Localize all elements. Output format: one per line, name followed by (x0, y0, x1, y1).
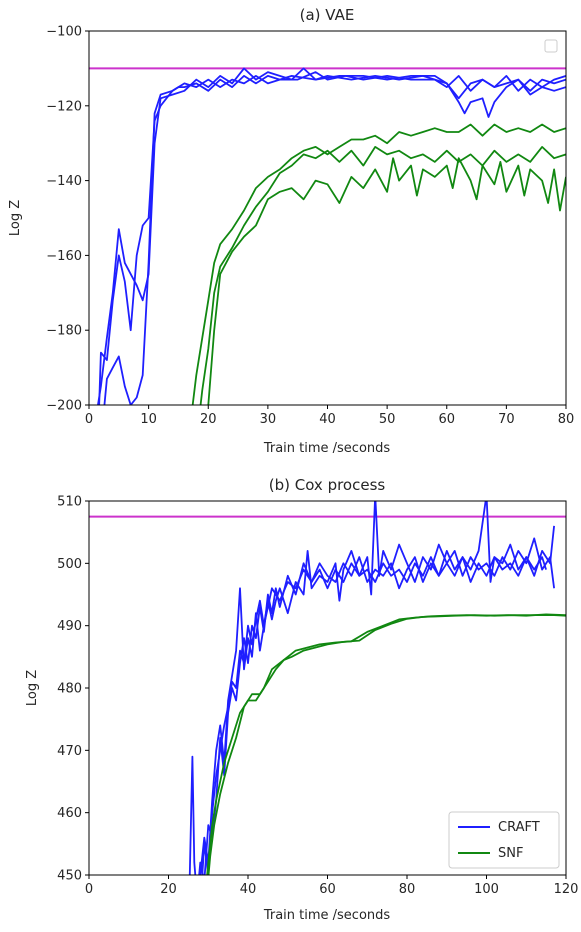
panel-b-ticks: 0 20 40 60 80 100 120 450 460 470 480 490 500 510 (57, 495, 578, 898)
panel-a-xtick-label: 50 (379, 412, 396, 427)
panel-a-ytick-label: −100 (46, 25, 82, 40)
panel-a-series-blue-2 (103, 75, 566, 405)
panel-b-ytick-label: 500 (57, 557, 82, 572)
panel-b-xtick-label: 0 (85, 882, 93, 897)
panel-a-ytick-label: −180 (46, 324, 82, 339)
panel-a-ytick-label: −200 (46, 399, 82, 414)
panel-a-series-green-3 (191, 123, 566, 405)
panel-a-series-green-5 (207, 157, 566, 405)
panel-a-plot-area (89, 67, 566, 405)
panel-b-ytick-label: 480 (57, 682, 82, 697)
panel-a-series-green-4 (199, 145, 566, 405)
panel-b-series-blue-1 (198, 537, 555, 875)
panel-a-ytick-label: −140 (46, 174, 82, 189)
panel-b-plot-area (89, 501, 566, 875)
panel-a-xtick-label: 20 (200, 412, 217, 427)
panel-b-xtick-label: 20 (160, 882, 177, 897)
panel-b-ytick-label: 460 (57, 806, 82, 821)
panel-a-xtick-label: 80 (558, 412, 575, 427)
legend-label-craft: CRAFT (498, 820, 540, 835)
panel-b-xtick-label: 100 (474, 882, 499, 897)
panel-a-title: (a) VAE (300, 6, 355, 24)
panel-a-ytick-label: −120 (46, 99, 82, 114)
panel-b: (b) Cox process 0 20 40 60 80 100 120 450 460 470… (25, 476, 578, 923)
panel-b-xtick-label: 80 (399, 882, 416, 897)
panel-a-series-blue-1 (97, 67, 566, 405)
panel-a-ylabel: Log Z (8, 200, 23, 236)
panel-b-xtick-label: 120 (554, 882, 579, 897)
panel-b-title: (b) Cox process (269, 476, 386, 494)
panel-a-xtick-label: 10 (140, 412, 157, 427)
panel-b-xtick-label: 60 (319, 882, 336, 897)
panel-b-xtick-label: 40 (240, 882, 257, 897)
panel-b-series-green-4 (207, 614, 566, 875)
panel-a-xtick-label: 40 (319, 412, 336, 427)
panel-b-xlabel: Train time /seconds (263, 908, 391, 923)
panel-a-xtick-label: 60 (438, 412, 455, 427)
panel-a-ticks: 0 10 20 30 40 50 60 70 80 −200 −180 −160 −140 −120 −10… (46, 25, 574, 428)
panel-a-xtick-label: 70 (498, 412, 515, 427)
panel-b-series-blue-2 (201, 550, 547, 875)
panel-a-xlabel: Train time /seconds (263, 441, 391, 456)
panel-a-xtick-label: 30 (260, 412, 277, 427)
panel-b-ytick-label: 490 (57, 619, 82, 634)
panel-b-ytick-label: 510 (57, 495, 82, 510)
panel-b-ytick-label: 470 (57, 744, 82, 759)
panel-a-ytick-label: −160 (46, 249, 82, 264)
panel-b-ylabel: Log Z (25, 670, 40, 706)
panel-b-ytick-label: 450 (57, 869, 82, 884)
panel-a-series-blue-0 (98, 71, 566, 405)
panel-a-legend-box (544, 39, 558, 53)
panel-a: (a) VAE 0 10 20 30 40 50 60 70 80 −200 −180 −160 −14… (8, 6, 574, 456)
panel-b-legend: CRAFT SNF (448, 811, 560, 869)
legend-label-snf: SNF (498, 846, 523, 861)
panel-a-xtick-label: 0 (85, 412, 93, 427)
